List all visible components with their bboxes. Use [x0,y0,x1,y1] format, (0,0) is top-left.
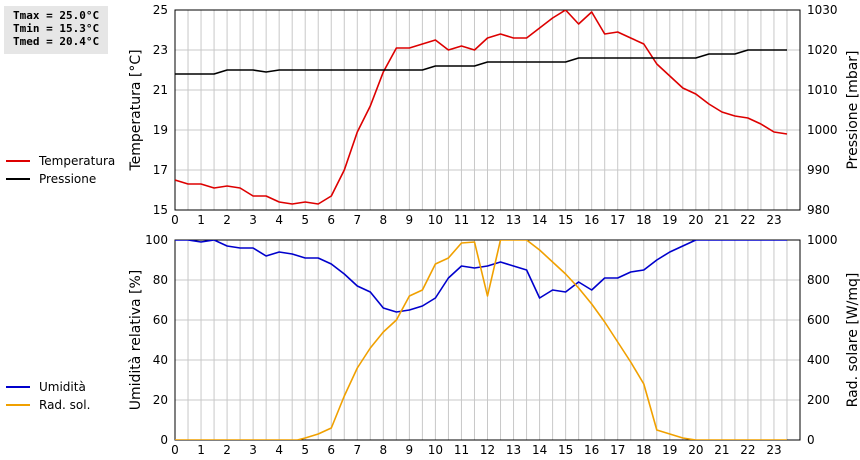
x-tick: 5 [301,443,309,457]
y-tick-left: 60 [153,313,168,327]
x-tick: 6 [327,213,335,227]
x-tick: 3 [249,443,257,457]
x-tick: 1 [197,443,205,457]
x-tick: 7 [353,213,361,227]
y-tick-left: 40 [153,353,168,367]
y-axis-title-left: Umidità relativa [%] [128,270,144,411]
y-tick-left: 15 [153,203,168,217]
x-tick: 4 [275,213,283,227]
x-tick: 10 [428,213,443,227]
y-tick-right: 800 [807,273,830,287]
x-tick: 8 [380,213,388,227]
x-tick: 9 [406,213,414,227]
y-tick-right: 600 [807,313,830,327]
x-tick: 23 [766,443,781,457]
y-tick-left: 21 [153,83,168,97]
y-tick-right: 1030 [807,3,838,17]
x-tick: 15 [558,213,573,227]
x-tick: 8 [380,443,388,457]
legend-label-humidity: Umidità [39,380,86,394]
x-tick: 17 [610,443,625,457]
x-tick: 6 [327,443,335,457]
y-tick-right: 1000 [807,233,838,247]
x-tick: 2 [223,213,231,227]
series-radiation [175,240,787,440]
y-axis-title-right: Pressione [mbar] [845,50,860,169]
x-tick: 14 [532,213,547,227]
x-tick: 13 [506,443,521,457]
y-tick-right: 980 [807,203,830,217]
tmax-label: Tmax = 25.0°C [13,9,100,22]
x-tick: 13 [506,213,521,227]
x-tick: 21 [714,213,729,227]
x-tick: 18 [636,443,651,457]
y-axis-title-right: Rad. solare [W/mq] [845,273,860,408]
legend: Temperatura Pressione Umidità Rad. sol. [6,154,115,412]
x-tick: 5 [301,213,309,227]
y-tick-left: 80 [153,273,168,287]
y-tick-left: 23 [153,43,168,57]
x-tick: 1 [197,213,205,227]
x-tick: 10 [428,443,443,457]
y-tick-left: 100 [145,233,168,247]
x-tick: 3 [249,213,257,227]
x-tick: 0 [171,213,179,227]
plot-frame [174,239,801,441]
stats-box: Tmax = 25.0°C Tmin = 15.3°C Tmed = 20.4°… [4,6,108,54]
x-tick: 7 [353,443,361,457]
y-tick-right: 1020 [807,43,838,57]
x-tick: 4 [275,443,283,457]
y-tick-right: 200 [807,393,830,407]
x-tick: 21 [714,443,729,457]
x-tick: 17 [610,213,625,227]
x-tick: 20 [688,213,703,227]
x-tick: 19 [662,213,677,227]
y-tick-right: 990 [807,163,830,177]
y-tick-right: 400 [807,353,830,367]
y-tick-right: 1000 [807,123,838,137]
series-humidity [175,240,787,313]
x-tick: 2 [223,443,231,457]
x-tick: 0 [171,443,179,457]
x-tick: 11 [454,443,469,457]
y-tick-right: 0 [807,433,815,447]
x-tick: 16 [584,443,599,457]
x-tick: 18 [636,213,651,227]
x-tick: 19 [662,443,677,457]
legend-label-temperature: Temperatura [38,154,115,168]
legend-label-radiation: Rad. sol. [39,398,90,412]
plot-frame [174,9,801,211]
series-temperature [175,10,788,205]
x-tick: 23 [766,213,781,227]
x-tick: 12 [480,443,495,457]
x-tick: 14 [532,443,547,457]
x-tick: 16 [584,213,599,227]
tmed-label: Tmed = 20.4°C [13,35,100,48]
x-tick: 9 [406,443,414,457]
y-tick-left: 0 [160,433,168,447]
y-axis-title-left: Temperatura [°C] [128,49,144,171]
x-tick: 12 [480,213,495,227]
tmin-label: Tmin = 15.3°C [13,22,100,35]
x-tick: 20 [688,443,703,457]
legend-label-pressure: Pressione [39,172,96,186]
x-tick: 22 [740,213,755,227]
x-tick: 11 [454,213,469,227]
y-tick-left: 17 [153,163,168,177]
y-tick-left: 19 [153,123,168,137]
series-pressure [175,49,787,75]
y-tick-left: 25 [153,3,168,17]
x-tick: 15 [558,443,573,457]
y-tick-left: 20 [153,393,168,407]
y-tick-right: 1010 [807,83,838,97]
x-tick: 22 [740,443,755,457]
